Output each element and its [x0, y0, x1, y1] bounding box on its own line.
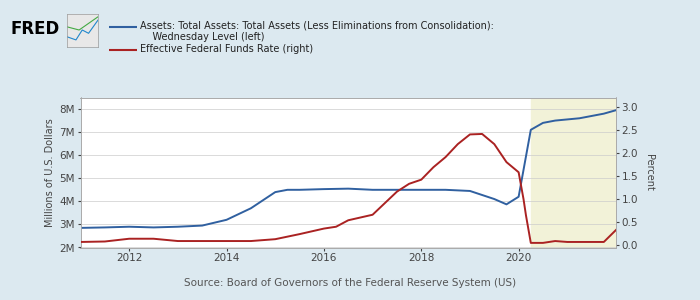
Text: Source: Board of Governors of the Federal Reserve System (US): Source: Board of Governors of the Federa…: [184, 278, 516, 288]
Text: FRED: FRED: [10, 20, 60, 38]
Text: Wednesday Level (left): Wednesday Level (left): [140, 32, 265, 43]
Text: Assets: Total Assets: Total Assets (Less Eliminations from Consolidation):: Assets: Total Assets: Total Assets (Less…: [140, 20, 494, 31]
Y-axis label: Millions of U.S. Dollars: Millions of U.S. Dollars: [46, 118, 55, 227]
Text: Effective Federal Funds Rate (right): Effective Federal Funds Rate (right): [140, 44, 313, 54]
Y-axis label: Percent: Percent: [644, 154, 654, 191]
Bar: [531, 98, 616, 247]
